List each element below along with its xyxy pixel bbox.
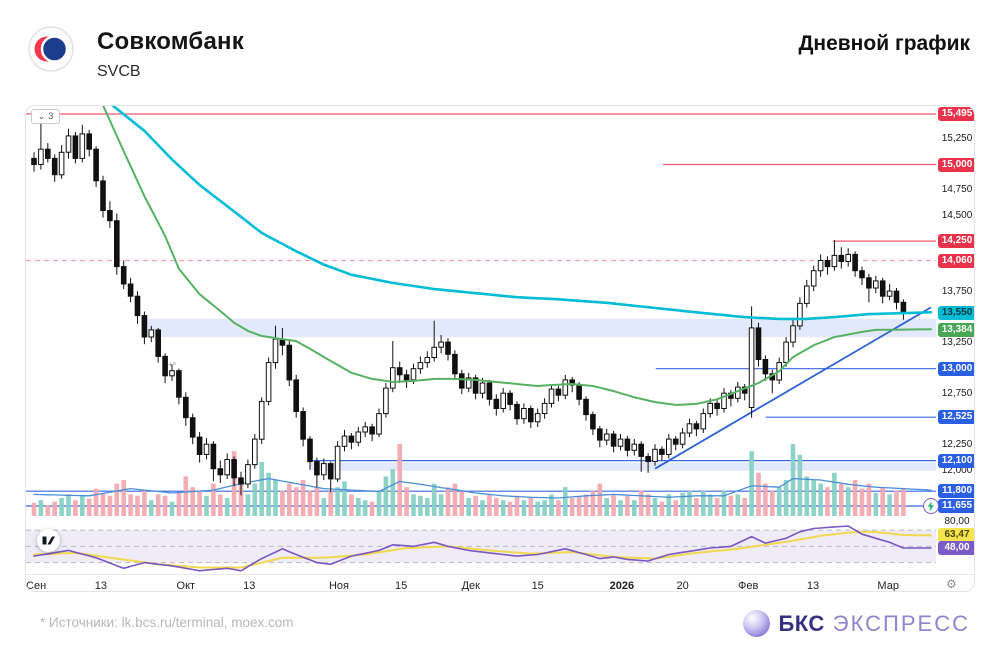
tradingview-logo[interactable] <box>37 529 60 552</box>
source-note: * Источники: lk.bcs.ru/terminal, moex.co… <box>40 615 294 630</box>
event-marker: +ᵒ <box>168 360 176 369</box>
lightning-icon <box>927 501 935 511</box>
time-axis-label: 15 <box>394 580 408 592</box>
tradingview-icon <box>42 536 55 545</box>
price-badge: 15,495 <box>938 107 974 121</box>
bcs-express-logo: БКС ЭКСПРЕСС <box>743 610 970 637</box>
time-axis-label: Мар <box>877 580 899 592</box>
chart-card: +ᵒ ⌄ 3 15,250 14,750 14,500 13,750 13,250 12,… <box>25 105 975 592</box>
price-badge: 13,550 <box>938 305 974 320</box>
sovcombank-logo <box>28 26 74 77</box>
time-axis-label: 20 <box>676 580 689 592</box>
axis-tick-label: 14,750 <box>941 184 973 195</box>
price-badge: 14,060 <box>938 253 974 268</box>
axis-tick-label: 14,500 <box>941 209 973 221</box>
ticker-symbol: SVCB <box>97 63 141 80</box>
price-badge: 12,525 <box>938 410 974 425</box>
time-axis-label: 15 <box>531 580 544 592</box>
axis-tick-label: 80,00 <box>944 516 970 527</box>
brand-name-light: ЭКСПРЕСС <box>832 610 970 636</box>
price-badge: 11,655 <box>938 499 974 513</box>
time-axis-label: Ноя <box>328 580 350 592</box>
axis-tick-label: 15,250 <box>941 133 973 144</box>
price-badge: 12,100 <box>938 453 974 468</box>
page-title: Совкомбанк <box>97 28 244 55</box>
time-axis[interactable]: Сен 13 Окт 13 Ноя 15 Дек 15 2026 20 Фев 13 Мар <box>26 574 974 592</box>
price-badge: 63,47 <box>938 528 974 543</box>
time-axis-label: Фев <box>738 580 759 592</box>
price-badge: 14,250 <box>938 234 974 249</box>
price-badge: 15,000 <box>938 157 974 172</box>
support-zone <box>144 318 937 338</box>
quick-trade-lightning-button[interactable] <box>923 498 939 514</box>
chevron-down-icon: ⌄ <box>37 111 46 121</box>
price-badge: 48,00 <box>938 541 974 555</box>
price-badge: 13,384 <box>938 322 974 337</box>
axis-tick-label: 13,750 <box>941 286 973 298</box>
chart-period-title: Дневной график <box>798 32 970 55</box>
support-zone <box>310 462 936 471</box>
bcs-sphere-icon <box>743 610 771 637</box>
time-axis-label: Окт <box>176 580 196 592</box>
brand-name-bold: БКС <box>778 610 825 636</box>
time-axis-label: 13 <box>94 580 108 592</box>
interval-value: 3 <box>48 111 54 121</box>
price-badge: 11,800 <box>938 484 974 499</box>
chart-canvas[interactable]: +ᵒ <box>26 106 975 592</box>
time-axis-label: Сен <box>26 580 47 592</box>
price-badge: 13,000 <box>938 361 974 376</box>
time-axis-label: Дек <box>461 580 480 592</box>
axis-tick-label: 13,250 <box>941 337 973 349</box>
time-axis-label: 13 <box>243 580 256 592</box>
axis-tick-label: 12,000 <box>941 464 973 476</box>
settings-gear-icon[interactable]: ⚙ <box>946 577 957 591</box>
interval-badge[interactable]: ⌄ 3 <box>31 109 60 124</box>
axis-tick-label: 12,750 <box>941 388 973 400</box>
axis-tick-label: 12,250 <box>941 439 973 451</box>
trendline <box>654 306 932 470</box>
time-axis-label: 2026 <box>609 580 635 592</box>
time-axis-label: 13 <box>806 580 820 592</box>
